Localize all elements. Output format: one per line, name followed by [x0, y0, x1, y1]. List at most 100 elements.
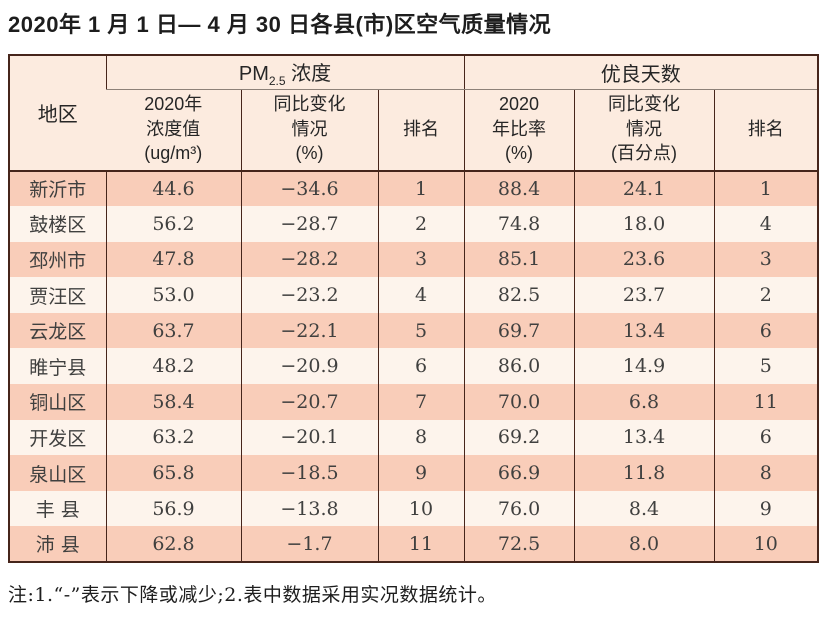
sub-header-row: 2020年 浓度值 (ug/m³) 同比变化 情况 (%) 排名 2020 年比率 (%) 同比变化… [9, 89, 819, 171]
value-cell: 7 [377, 384, 465, 420]
value-cell: 74.8 [463, 206, 575, 242]
value-cell: 3 [713, 241, 819, 278]
value-cell: 6 [377, 348, 465, 385]
value-cell: 5 [713, 348, 819, 385]
value-cell: 82.5 [463, 277, 575, 313]
value-cell: 10 [377, 490, 465, 527]
value-cell: −22.1 [240, 312, 378, 349]
value-cell: 66.9 [463, 455, 575, 491]
column-header: 排名 [713, 89, 819, 171]
column-header: 排名 [377, 89, 465, 171]
value-cell: −28.7 [240, 206, 378, 242]
column-header: 2020 年比率 (%) [463, 89, 575, 171]
table-row: 开发区 63.2 −20.1 8 69.2 13.4 6 [9, 419, 819, 456]
table-row: 睢宁县 48.2 −20.9 6 86.0 14.9 5 [9, 348, 819, 385]
value-cell: 23.6 [573, 241, 715, 278]
value-cell: 23.7 [573, 277, 715, 313]
value-cell: −20.9 [240, 348, 378, 385]
value-cell: 58.4 [105, 384, 241, 420]
table-row: 邳州市 47.8 −28.2 3 85.1 23.6 3 [9, 241, 819, 278]
value-cell: 76.0 [463, 490, 575, 527]
value-cell: −23.2 [240, 277, 378, 313]
value-cell: 5 [377, 312, 465, 349]
pm25-label-suffix: 浓度 [285, 62, 332, 85]
value-cell: 63.7 [105, 312, 241, 349]
table-row: 云龙区 63.7 −22.1 5 69.7 13.4 6 [9, 312, 819, 349]
value-cell: 86.0 [463, 348, 575, 385]
value-cell: 6 [713, 312, 819, 349]
pm25-label-subscript: 2.5 [268, 73, 286, 88]
table-row: 鼓楼区 56.2 −28.7 2 74.8 18.0 4 [9, 206, 819, 242]
value-cell: 53.0 [105, 277, 241, 313]
region-cell: 沛 县 [35, 534, 80, 557]
value-cell: 4 [713, 206, 819, 242]
value-cell: 69.7 [463, 312, 575, 349]
value-cell: 65.8 [105, 455, 241, 491]
group-header-row: 地区 PM2.5 浓度 优良天数 [9, 54, 819, 171]
value-cell: 6.8 [573, 384, 715, 420]
value-cell: 6 [713, 419, 819, 456]
value-cell: 63.2 [105, 419, 241, 456]
page-title: 2020年 1 月 1 日— 4 月 30 日各县(市)区空气质量情况 [8, 12, 552, 37]
value-cell: −20.1 [240, 419, 378, 456]
column-header: 同比变化 情况 (%) [240, 89, 378, 171]
footnote: 注:1.“-”表示下降或减少;2.表中数据采用实况数据统计。 [8, 584, 497, 607]
value-cell: 8.4 [573, 490, 715, 527]
value-cell: 11 [713, 384, 819, 420]
value-cell: −1.7 [240, 526, 378, 563]
table-row: 新沂市 44.6 −34.6 1 88.4 24.1 1 [9, 170, 819, 207]
value-cell: 3 [377, 241, 465, 278]
table-row: 贾汪区 53.0 −23.2 4 82.5 23.7 2 [9, 277, 819, 313]
value-cell: 69.2 [463, 419, 575, 456]
value-cell: 24.1 [573, 170, 715, 207]
value-cell: 48.2 [105, 348, 241, 385]
value-cell: 1 [713, 170, 819, 207]
value-cell: 4 [377, 277, 465, 313]
value-cell: −18.5 [240, 455, 378, 491]
region-cell: 鼓楼区 [29, 214, 87, 237]
column-group-good-days: 优良天数 [463, 54, 819, 90]
value-cell: 8.0 [573, 526, 715, 563]
value-cell: −34.6 [240, 170, 378, 207]
value-cell: −13.8 [240, 490, 378, 527]
air-quality-table: 地区 PM2.5 浓度 优良天数 2020年 浓度值 (ug/m³) 同比变化 情况 (%… [8, 53, 820, 564]
region-cell: 铜山区 [29, 392, 87, 415]
pm25-label-prefix: PM [238, 62, 269, 85]
value-cell: 56.9 [105, 490, 241, 527]
value-cell: 18.0 [573, 206, 715, 242]
region-cell: 睢宁县 [29, 356, 87, 379]
table-row: 沛 县 62.8 −1.7 11 72.5 8.0 10 [9, 526, 819, 563]
value-cell: 14.9 [573, 348, 715, 385]
table-row: 丰 县 56.9 −13.8 10 76.0 8.4 9 [9, 490, 819, 527]
value-cell: 2 [377, 206, 465, 242]
value-cell: 11 [377, 526, 465, 563]
value-cell: 44.6 [105, 170, 241, 207]
region-cell: 泉山区 [29, 463, 87, 486]
column-header: 2020年 浓度值 (ug/m³) [106, 89, 241, 171]
value-cell: 2 [713, 277, 819, 313]
value-cell: 72.5 [463, 526, 575, 563]
column-group-pm25: PM2.5 浓度 [105, 54, 465, 90]
value-cell: −28.2 [240, 241, 378, 278]
value-cell: 13.4 [573, 312, 715, 349]
value-cell: 70.0 [463, 384, 575, 420]
value-cell: 56.2 [105, 206, 241, 242]
value-cell: 47.8 [105, 241, 241, 278]
value-cell: 13.4 [573, 419, 715, 456]
column-header-region: 地区 [9, 54, 106, 171]
column-header: 同比变化 情况 (百分点) [573, 89, 715, 171]
value-cell: 62.8 [105, 526, 241, 563]
value-cell: −20.7 [240, 384, 378, 420]
value-cell: 11.8 [573, 455, 715, 491]
value-cell: 88.4 [463, 170, 575, 207]
value-cell: 10 [713, 526, 819, 563]
region-cell: 云龙区 [29, 321, 87, 344]
value-cell: 85.1 [463, 241, 575, 278]
value-cell: 9 [377, 455, 465, 491]
region-cell: 开发区 [29, 427, 87, 450]
table-body: 新沂市 44.6 −34.6 1 88.4 24.1 1 鼓楼区 56.2 −28.7 2 74.8 1… [9, 170, 819, 563]
table-row: 铜山区 58.4 −20.7 7 70.0 6.8 11 [9, 384, 819, 420]
region-cell: 丰 县 [35, 499, 80, 522]
region-cell: 贾汪区 [29, 285, 87, 308]
table-header: 地区 PM2.5 浓度 优良天数 2020年 浓度值 (ug/m³) 同比变化 情况 (%… [9, 54, 819, 171]
